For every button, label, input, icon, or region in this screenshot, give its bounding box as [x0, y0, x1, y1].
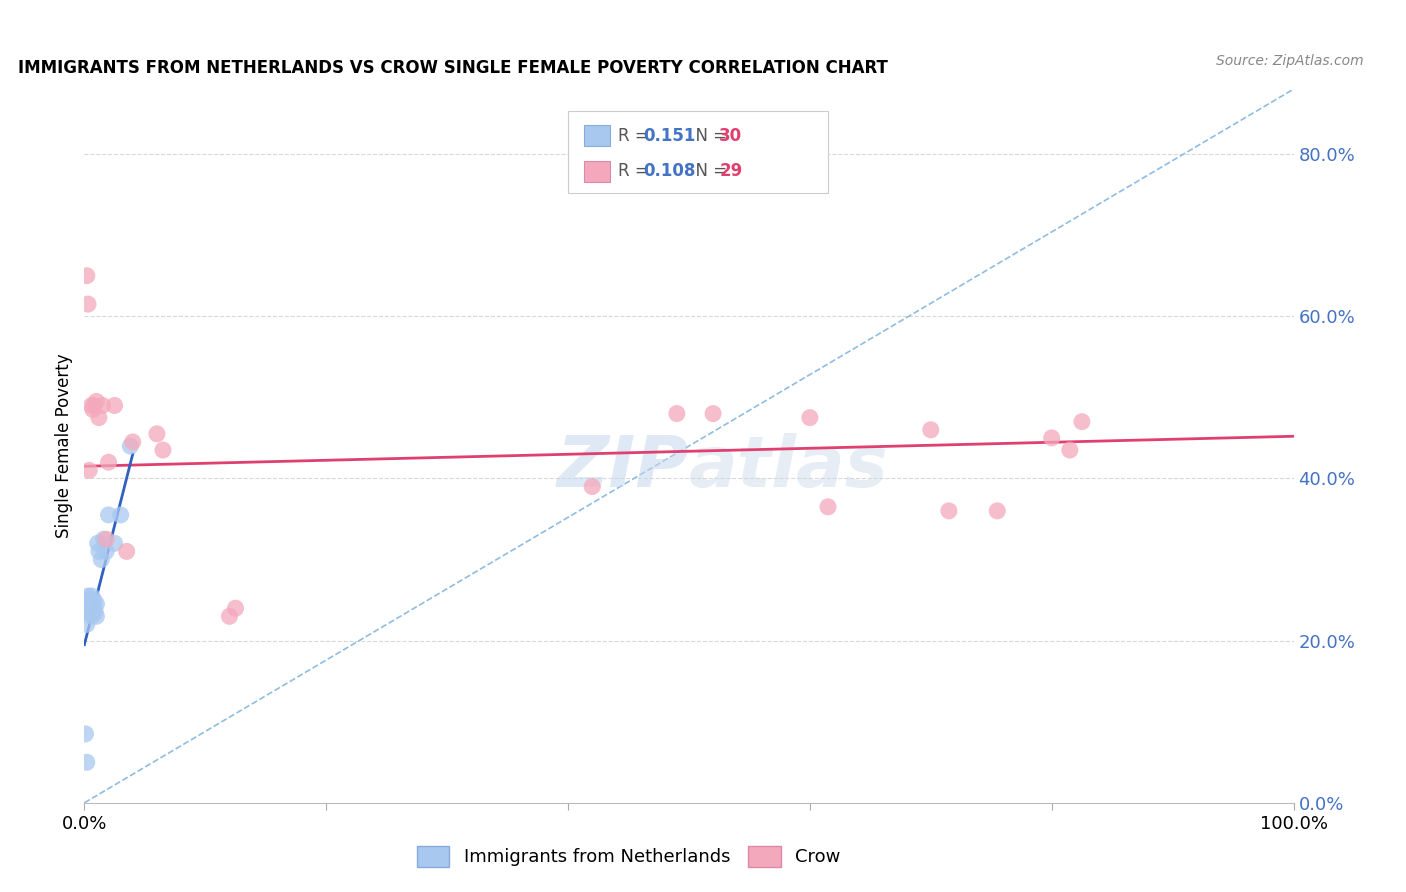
Point — [938, 504, 960, 518]
Text: 0.151: 0.151 — [643, 127, 696, 145]
Point — [91, 399, 114, 413]
Text: R =: R = — [617, 127, 654, 145]
Point — [76, 605, 98, 619]
Point — [581, 479, 603, 493]
Text: atlas: atlas — [689, 433, 889, 502]
Point — [83, 593, 105, 607]
Point — [79, 601, 101, 615]
Bar — [583, 125, 610, 146]
Y-axis label: Single Female Poverty: Single Female Poverty — [55, 354, 73, 538]
Point — [80, 601, 103, 615]
Point — [225, 601, 247, 615]
Point — [86, 394, 108, 409]
Point — [97, 508, 120, 522]
Point — [702, 407, 724, 421]
Text: Source: ZipAtlas.com: Source: ZipAtlas.com — [1216, 54, 1364, 68]
Point — [94, 533, 117, 547]
Point — [82, 402, 104, 417]
Point — [80, 399, 103, 413]
Point — [75, 727, 97, 741]
Point — [121, 434, 143, 449]
Point — [77, 463, 100, 477]
Text: N =: N = — [685, 127, 733, 145]
Point — [76, 617, 98, 632]
Point — [665, 407, 688, 421]
Text: 0.108: 0.108 — [643, 162, 696, 180]
Text: ZIP: ZIP — [557, 433, 689, 502]
Point — [104, 399, 127, 413]
Point — [1071, 415, 1094, 429]
Point — [86, 609, 108, 624]
Point — [83, 399, 105, 413]
Point — [817, 500, 839, 514]
Point — [986, 504, 1008, 518]
Point — [79, 605, 101, 619]
Point — [87, 410, 110, 425]
Text: 30: 30 — [720, 127, 742, 145]
Point — [1059, 443, 1081, 458]
Point — [77, 589, 100, 603]
Point — [86, 597, 108, 611]
Bar — [583, 161, 610, 182]
Point — [93, 533, 115, 547]
Point — [77, 605, 100, 619]
Point — [152, 443, 174, 458]
Point — [76, 268, 98, 283]
Legend: Immigrants from Netherlands, Crow: Immigrants from Netherlands, Crow — [408, 837, 849, 876]
Text: 29: 29 — [720, 162, 742, 180]
Point — [90, 552, 112, 566]
Point — [80, 589, 103, 603]
Point — [1040, 431, 1063, 445]
Point — [110, 508, 132, 522]
FancyBboxPatch shape — [568, 111, 828, 193]
Point — [115, 544, 138, 558]
Point — [84, 605, 107, 619]
Point — [77, 593, 100, 607]
Point — [94, 544, 117, 558]
Point — [87, 544, 110, 558]
Text: R =: R = — [617, 162, 654, 180]
Point — [77, 297, 100, 311]
Point — [97, 455, 120, 469]
Point — [82, 605, 104, 619]
Point — [83, 597, 105, 611]
Point — [120, 439, 142, 453]
Point — [920, 423, 942, 437]
Point — [79, 593, 101, 607]
Point — [77, 597, 100, 611]
Point — [104, 536, 127, 550]
Point — [799, 410, 821, 425]
Point — [77, 601, 100, 615]
Point — [80, 609, 103, 624]
Point — [218, 609, 240, 624]
Text: N =: N = — [685, 162, 733, 180]
Point — [76, 756, 98, 770]
Text: IMMIGRANTS FROM NETHERLANDS VS CROW SINGLE FEMALE POVERTY CORRELATION CHART: IMMIGRANTS FROM NETHERLANDS VS CROW SING… — [18, 59, 887, 77]
Point — [146, 426, 169, 441]
Point — [86, 536, 108, 550]
